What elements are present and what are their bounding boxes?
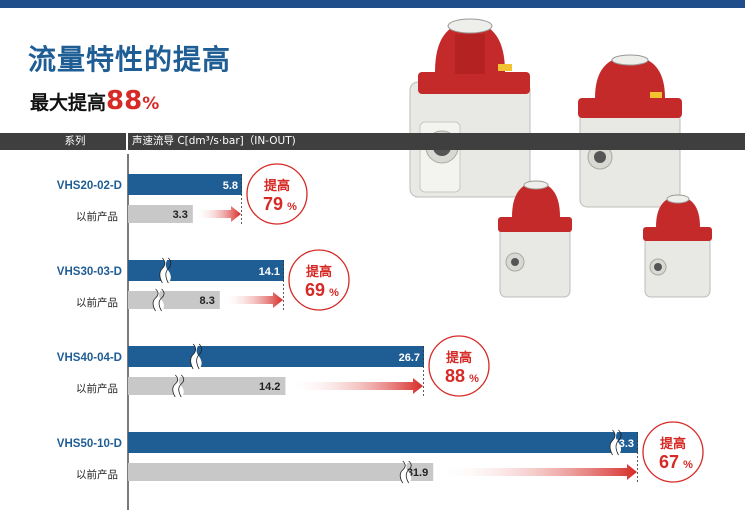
improvement-badge-value: 67 (659, 452, 679, 472)
header-value-label: 声速流导 C[dm³/s·bar]（IN-OUT) (132, 134, 296, 149)
improvement-badge-label: 提高 (264, 178, 290, 194)
improvement-badge-value: 88 (445, 366, 465, 386)
value-label-old: 3.3 (173, 209, 188, 221)
improvement-arrow (435, 464, 637, 480)
improvement-badge-label: 提高 (446, 350, 472, 366)
improvement-arrow (195, 206, 241, 222)
page-title: 流量特性的提高 (28, 38, 231, 78)
category-label: VHS30-03-D (57, 266, 122, 278)
bar-new (128, 432, 638, 453)
improvement-badge-unit: % (329, 287, 339, 299)
value-label-old: 14.2 (259, 381, 280, 393)
improvement-badge-unit: % (287, 201, 297, 213)
value-label-new: 26.7 (399, 352, 420, 364)
header-series-label: 系列 (30, 134, 120, 149)
subtitle-value: 88 (106, 86, 142, 116)
subtitle-prefix: 最大提高 (30, 92, 106, 114)
header-separator (126, 133, 128, 150)
category-label: VHS20-02-D (57, 180, 122, 192)
bar-new (128, 346, 424, 367)
improvement-badge-value: 69 (305, 280, 325, 300)
value-label-new: 5.8 (223, 180, 238, 192)
improvement-badge-label: 提高 (306, 264, 332, 280)
improvement-badge-value: 79 (263, 194, 283, 214)
old-product-label: 以前产品 (76, 210, 118, 223)
value-label-old: 8.3 (200, 295, 215, 307)
category-label: VHS50-10-D (57, 438, 122, 450)
improvement-badge-unit: % (469, 373, 479, 385)
old-product-label: 以前产品 (76, 296, 118, 309)
subtitle-unit: % (142, 94, 159, 114)
category-label: VHS40-04-D (57, 352, 122, 364)
improvement-badge-unit: % (683, 459, 693, 471)
subtitle: 最大提高88% (30, 86, 159, 116)
old-product-label: 以前产品 (76, 382, 118, 395)
bar-old (128, 463, 433, 481)
old-product-label: 以前产品 (76, 468, 118, 481)
top-accent-bar (0, 0, 745, 8)
improvement-badge-label: 提高 (660, 436, 686, 452)
improvement-arrow (222, 292, 283, 308)
value-label-new: 14.1 (259, 266, 280, 278)
improvement-arrow (287, 378, 423, 394)
